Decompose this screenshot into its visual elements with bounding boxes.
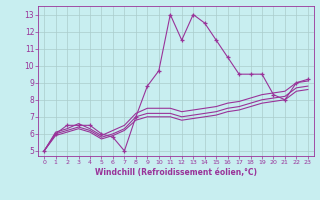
X-axis label: Windchill (Refroidissement éolien,°C): Windchill (Refroidissement éolien,°C) bbox=[95, 168, 257, 177]
